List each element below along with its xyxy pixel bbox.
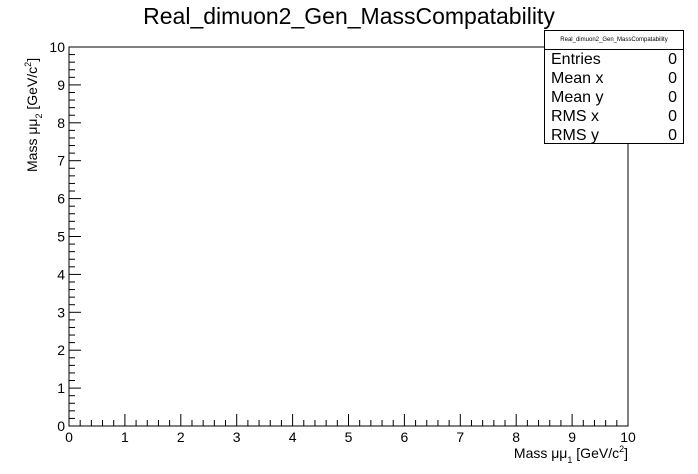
x-tick-label: 5 — [345, 429, 353, 445]
stats-label: RMS x — [551, 108, 599, 125]
stats-box-title: Real_dimuon2_Gen_MassCompatability — [545, 31, 683, 50]
stats-value: 0 — [668, 108, 677, 125]
y-axis-label: Mass μμ2 [GeV/c2] — [23, 58, 44, 172]
stats-value: 0 — [668, 70, 677, 87]
x-tick-label: 8 — [512, 429, 520, 445]
stats-label: Mean x — [551, 70, 604, 87]
stats-row-mean-y: Mean y 0 — [545, 88, 683, 107]
y-tick-label: 0 — [57, 418, 65, 434]
x-axis: 0 1 2 3 4 5 6 7 8 9 10 — [65, 414, 636, 445]
y-tick-label: 10 — [49, 39, 65, 55]
stats-label: RMS y — [551, 127, 599, 144]
stats-value: 0 — [668, 89, 677, 106]
y-axis: 0 1 2 3 4 5 6 7 8 9 10 — [49, 39, 81, 434]
stats-label: Entries — [551, 51, 601, 68]
x-tick-label: 2 — [177, 429, 185, 445]
y-tick-label: 3 — [57, 304, 65, 320]
stats-box: Real_dimuon2_Gen_MassCompatability Entri… — [544, 30, 684, 144]
stats-row-mean-x: Mean x 0 — [545, 69, 683, 88]
y-tick-label: 9 — [57, 77, 65, 93]
x-tick-label: 0 — [65, 429, 73, 445]
x-tick-label: 3 — [233, 429, 241, 445]
x-axis-label: Mass μμ1 [GeV/c2] — [514, 444, 628, 465]
stats-row-entries: Entries 0 — [545, 50, 683, 69]
y-tick-label: 8 — [57, 115, 65, 131]
y-tick-label: 1 — [57, 380, 65, 396]
y-tick-label: 5 — [57, 229, 65, 245]
y-tick-label: 2 — [57, 342, 65, 358]
stats-label: Mean y — [551, 89, 604, 106]
y-tick-label: 7 — [57, 153, 65, 169]
x-tick-label: 10 — [620, 429, 636, 445]
x-tick-label: 6 — [401, 429, 409, 445]
y-tick-label: 6 — [57, 191, 65, 207]
x-tick-label: 1 — [121, 429, 129, 445]
y-tick-label: 4 — [57, 266, 65, 282]
stats-row-rms-y: RMS y 0 — [545, 126, 683, 145]
stats-row-rms-x: RMS x 0 — [545, 107, 683, 126]
stats-value: 0 — [668, 51, 677, 68]
chart-title: Real_dimuon2_Gen_MassCompatability — [143, 3, 555, 29]
x-tick-label: 9 — [568, 429, 576, 445]
x-tick-label: 7 — [456, 429, 464, 445]
stats-value: 0 — [668, 127, 677, 144]
x-tick-label: 4 — [289, 429, 297, 445]
